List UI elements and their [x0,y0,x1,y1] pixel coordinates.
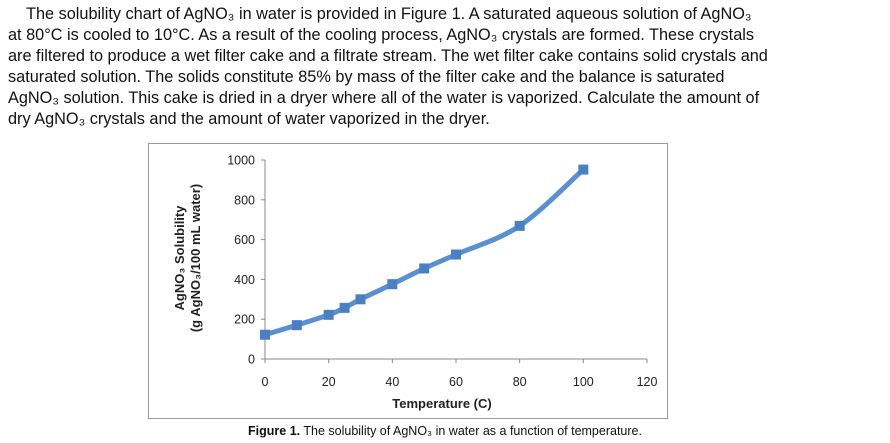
data-point-marker [451,249,461,260]
y-axis-label-line-2: (g AgNO₃/100 mL water) [188,183,203,333]
data-point-marker [514,220,525,231]
data-point-marker [260,329,270,340]
x-tick-label: 0 [262,375,269,389]
problem-line-5: AgNO₃ solution. This cake is dried in a … [8,89,760,107]
y-tick-label: 400 [234,273,255,287]
problem-line-1: The solubility chart of AgNO₃ in water i… [26,5,752,23]
y-tick-label: 600 [234,233,255,247]
problem-line-4: saturated solution. The solids constitut… [8,68,725,86]
data-point-marker [339,302,350,313]
x-axis-label: Temperature (C) [392,396,492,411]
problem-line-6: dry AgNO₃ crystals and the amount of wat… [8,110,490,128]
y-tick-label: 800 [234,193,255,207]
chart-series [260,164,589,340]
y-tick-label: 1000 [227,154,255,168]
data-point-marker [578,164,589,175]
figure-caption-label: Figure 1. [248,424,301,438]
figure-caption-text: The solubility of AgNO₃ in water as a fu… [300,424,642,438]
series-line [262,167,586,338]
chart-frame [148,143,668,419]
x-tick-label: 20 [322,375,336,389]
y-axis-label: AgNO₃ Solubility (g AgNO₃/100 mL water) [172,184,204,332]
data-point-marker [419,263,430,274]
data-point-marker [387,279,398,290]
problem-statement: The solubility chart of AgNO₃ in water i… [8,4,880,130]
problem-line-3: are filtered to produce a wet filter cak… [8,47,768,65]
y-axis-label-line-1: AgNO₃ Solubility [172,205,187,311]
x-tick-label: 100 [573,375,594,389]
data-point-marker [323,309,334,320]
x-tick-label: 60 [449,375,463,389]
problem-line-2: at 80°C is cooled to 10°C. As a result o… [8,26,755,44]
y-tick-label: 200 [234,313,255,327]
x-tick-label: 40 [385,375,399,389]
figure-caption: Figure 1. The solubility of AgNO₃ in wat… [0,424,890,438]
data-point-marker [355,294,366,305]
chart-axes: 0 200 400 600 800 1000 0 20 40 60 80 100 120 [227,154,657,390]
x-tick-label: 80 [513,375,527,389]
x-tick-label: 120 [637,375,658,389]
y-tick-label: 0 [248,353,255,367]
data-point-marker [291,320,302,331]
